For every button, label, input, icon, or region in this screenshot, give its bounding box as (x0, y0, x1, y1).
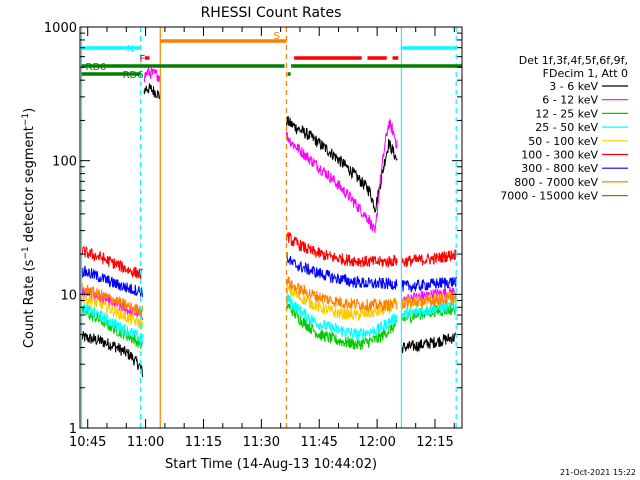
series-line-6-12-kev-2 (285, 118, 398, 233)
legend-label-300-800-kev: 300 - 800 keV (521, 162, 598, 175)
legend-header-0: Det 1f,3f,4f,5f,6f,9f, (519, 54, 628, 67)
legend-label-100-300-kev: 100 - 300 keV (521, 149, 598, 162)
x-axis-label: Start Time (14-Aug-13 10:44:02) (165, 457, 377, 472)
legend-label-3-6-kev: 3 - 6 keV (549, 80, 598, 93)
y-axis-label-part-3: −1 (21, 113, 31, 126)
series-line-100-300-kev-0 (81, 245, 143, 280)
series-line-25-50-kev-2 (401, 300, 457, 320)
series-line-50-100-kev-2 (401, 291, 457, 310)
series-line-3-6-kev-3 (401, 331, 457, 354)
legend-header-1: FDecim 1, Att 0 (543, 67, 628, 80)
legend-label-12-25-kev: 12 - 25 keV (535, 107, 598, 120)
x-tick-label-1130: 11:30 (243, 435, 280, 450)
y-axis-label-part-2: detector segment (22, 126, 37, 246)
x-tick-label-1145: 11:45 (300, 435, 337, 450)
series-line-800-7000-kev-0 (81, 282, 143, 317)
y-tick-label-1: 1 (69, 422, 77, 437)
y-axis-label-part-0: Count Rate (s (22, 259, 37, 348)
x-tick-label-1215: 12:15 (416, 435, 453, 450)
legend-label-7000-15000-kev: 7000 - 15000 keV (500, 190, 598, 203)
series-line-100-300-kev-1 (285, 232, 398, 269)
series-line-6-12-kev-1 (143, 67, 161, 83)
flag-label-s: S (273, 31, 279, 42)
series-line-300-800-kev-1 (285, 251, 398, 290)
y-tick-label-100: 100 (52, 155, 77, 170)
x-tick-label-1045: 10:45 (69, 435, 106, 450)
series-line-300-800-kev-2 (401, 276, 457, 293)
series-line-50-100-kev-0 (81, 292, 143, 330)
x-axis: 10:45 11:00 11:15 11:30 11:45 12:00 12:15 (69, 27, 455, 450)
y-axis: 1 10 100 1000 (44, 21, 462, 437)
x-tick-label-1115: 11:15 (185, 435, 222, 450)
plot-area (81, 67, 457, 378)
legend-label-50-100-kev: 50 - 100 keV (528, 135, 598, 148)
series-line-25-50-kev-0 (81, 302, 143, 344)
y-axis-label-part-4: ) (22, 108, 37, 113)
legend-label-6-12-kev: 6 - 12 keV (542, 94, 598, 107)
series-line-25-50-kev-1 (285, 294, 398, 341)
legend: Det 1f,3f,4f,5f,6f,9f,FDecim 1, Att 03 -… (500, 54, 628, 203)
footer-timestamp: 21-Oct-2021 15:22 (560, 468, 636, 477)
y-axis-label: Count Rate (s−1 detector segment−1) (21, 108, 37, 348)
legend-label-800-7000-kev: 800 - 7000 keV (514, 176, 598, 189)
flag-label-f: F (139, 54, 145, 65)
mode-boundary-lines (80, 27, 457, 428)
y-axis-label-part-1: −1 (21, 246, 31, 259)
series-line-800-7000-kev-2 (401, 292, 457, 310)
state-flag-bars: N S F RD0 RD6 (81, 31, 462, 81)
series-line-300-800-kev-0 (81, 265, 143, 298)
series-line-100-300-kev-2 (401, 249, 457, 268)
flag-label-n: N (127, 44, 134, 55)
series-line-3-6-kev-2 (285, 115, 398, 213)
flag-label-rd0: RD0 (86, 62, 107, 73)
chart-title: RHESSI Count Rates (201, 5, 342, 21)
y-tick-label-1000: 1000 (44, 21, 77, 36)
plot-frame (79, 26, 463, 429)
x-tick-label-1200: 12:00 (358, 435, 395, 450)
x-tick-label-1100: 11:00 (127, 435, 164, 450)
series-line-3-6-kev-1 (143, 83, 161, 100)
y-tick-label-10: 10 (60, 288, 77, 303)
series-line-50-100-kev-1 (285, 283, 398, 321)
flag-label-rd6: RD6 (123, 70, 144, 81)
series-line-3-6-kev-0 (81, 331, 143, 378)
series-line-800-7000-kev-1 (285, 276, 398, 313)
legend-label-25-50-kev: 25 - 50 keV (535, 121, 598, 134)
